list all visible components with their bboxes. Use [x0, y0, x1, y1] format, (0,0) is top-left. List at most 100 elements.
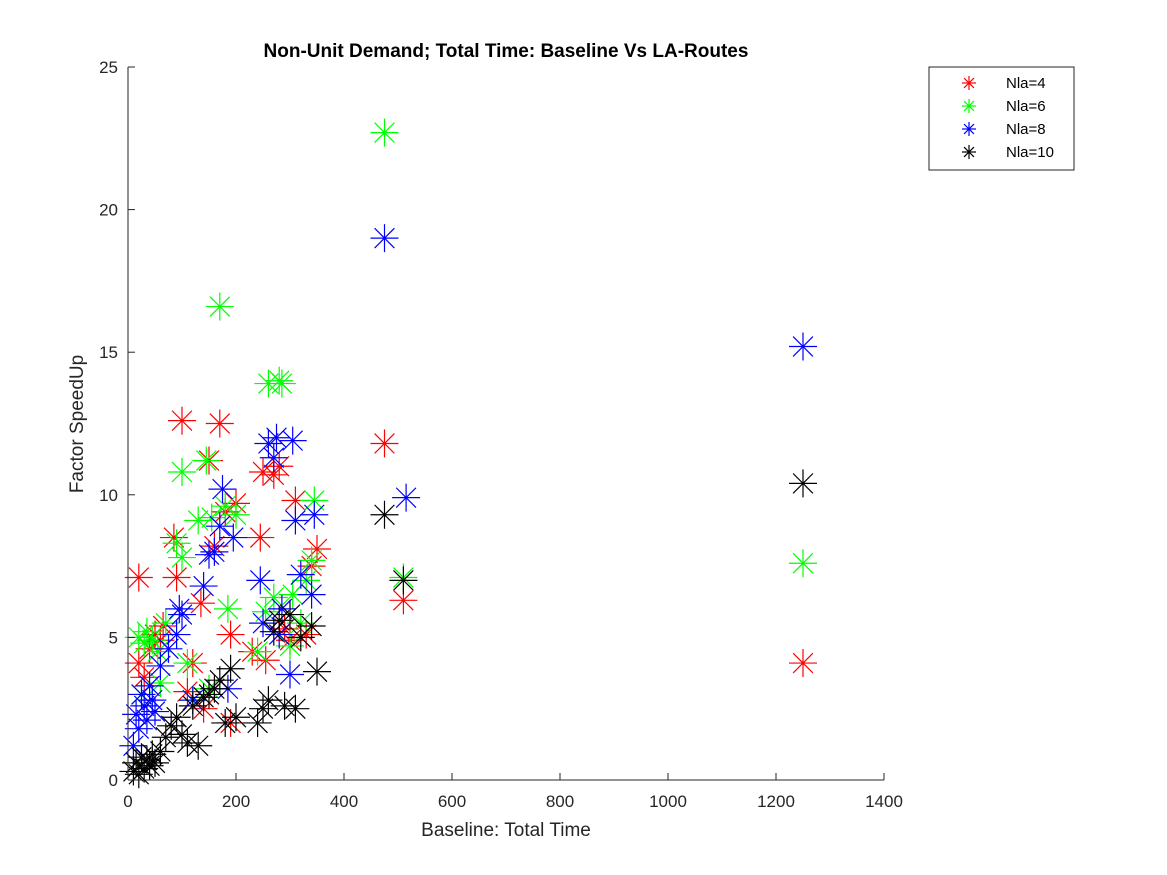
data-point [138, 686, 167, 715]
data-point [205, 409, 234, 438]
data-point [200, 537, 229, 566]
legend-marker-icon [962, 145, 976, 159]
data-point [130, 629, 159, 658]
data-point [370, 224, 399, 253]
data-point [200, 674, 229, 703]
legend-label: Nla=10 [1006, 144, 1054, 161]
data-point [243, 637, 272, 666]
data-point [138, 626, 167, 655]
data-point [141, 748, 169, 777]
y-tick-label: 15 [99, 343, 118, 362]
data-point [168, 600, 196, 629]
data-point [259, 443, 288, 472]
data-point [246, 566, 275, 595]
data-point [186, 589, 215, 618]
data-point [184, 506, 213, 535]
legend-marker-icon [962, 76, 976, 90]
data-point [184, 731, 213, 760]
data-point [208, 475, 237, 504]
y-tick-label: 25 [99, 58, 118, 77]
data-point [286, 560, 315, 589]
data-point [173, 728, 202, 757]
legend-marker-icon [962, 122, 976, 136]
data-point [124, 563, 153, 592]
data-point [265, 606, 294, 635]
data-point [254, 686, 283, 715]
x-axis-label: Baseline: Total Time [421, 820, 591, 841]
data-point [219, 523, 248, 552]
data-point [389, 566, 418, 595]
x-tick-label: 800 [546, 792, 574, 811]
data-point [278, 426, 307, 455]
data-point [246, 523, 275, 552]
data-point [370, 500, 399, 529]
data-point [789, 469, 817, 498]
data-marks [119, 118, 817, 789]
chart-title: Non-Unit Demand; Total Time: Baseline Vs… [264, 41, 749, 62]
series-nla-10 [119, 469, 817, 789]
data-point [211, 708, 240, 737]
data-point [135, 671, 164, 700]
legend-label: Nla=6 [1006, 98, 1046, 115]
data-point [141, 697, 169, 726]
legend-label: Nla=8 [1006, 121, 1046, 138]
data-point [195, 540, 223, 569]
axes: 0 200 400 600 800 1000 1200 1400 0 5 10 15 20 25 [99, 58, 903, 811]
data-point [168, 406, 196, 435]
data-point [159, 523, 188, 552]
data-point [168, 720, 196, 749]
legend-item: Nla=4 [962, 75, 1046, 92]
data-point [303, 657, 331, 686]
data-point [205, 512, 234, 541]
data-point [168, 543, 196, 572]
data-point [213, 594, 242, 623]
data-point [297, 611, 326, 640]
y-tick-label: 10 [99, 486, 118, 505]
series-nla-6 [124, 118, 817, 715]
data-point [222, 500, 250, 529]
x-tick-label: 1400 [865, 792, 903, 811]
y-tick-label: 20 [99, 201, 118, 220]
data-point [162, 703, 191, 732]
data-point [165, 594, 194, 623]
data-point [281, 694, 310, 723]
data-point [189, 572, 218, 601]
data-point [265, 452, 294, 481]
data-point [789, 549, 817, 578]
data-point [178, 691, 207, 720]
data-point [392, 483, 421, 512]
data-point [389, 586, 418, 615]
y-axis-label: Factor SpeedUp [67, 355, 88, 493]
data-point [135, 751, 164, 780]
legend-item: Nla=6 [962, 98, 1046, 115]
data-point [259, 617, 288, 646]
x-tick-label: 1200 [757, 792, 795, 811]
legend: Nla=4 Nla=6 Nla=8 Nla=10 [928, 66, 1075, 171]
data-point [192, 446, 221, 475]
data-point [297, 580, 326, 609]
y-tick-label: 5 [109, 628, 118, 647]
data-point [130, 691, 159, 720]
data-point [168, 457, 196, 486]
data-point [143, 637, 172, 666]
x-tick-label: 1000 [649, 792, 687, 811]
x-tick-label: 600 [438, 792, 466, 811]
legend-item: Nla=8 [962, 121, 1046, 138]
x-tick-label: 0 [123, 792, 132, 811]
x-tick-label: 200 [222, 792, 250, 811]
data-point [267, 369, 296, 398]
data-point [154, 634, 183, 663]
data-point [173, 649, 202, 678]
data-point [276, 600, 304, 629]
y-tick-label: 0 [109, 771, 118, 790]
data-point [300, 500, 329, 529]
data-point [211, 492, 240, 521]
data-point [370, 118, 399, 147]
data-point [138, 740, 167, 769]
data-point [216, 654, 245, 683]
data-point [162, 563, 191, 592]
data-point [259, 460, 288, 489]
data-point [281, 506, 310, 535]
series-nla-8 [119, 224, 817, 760]
